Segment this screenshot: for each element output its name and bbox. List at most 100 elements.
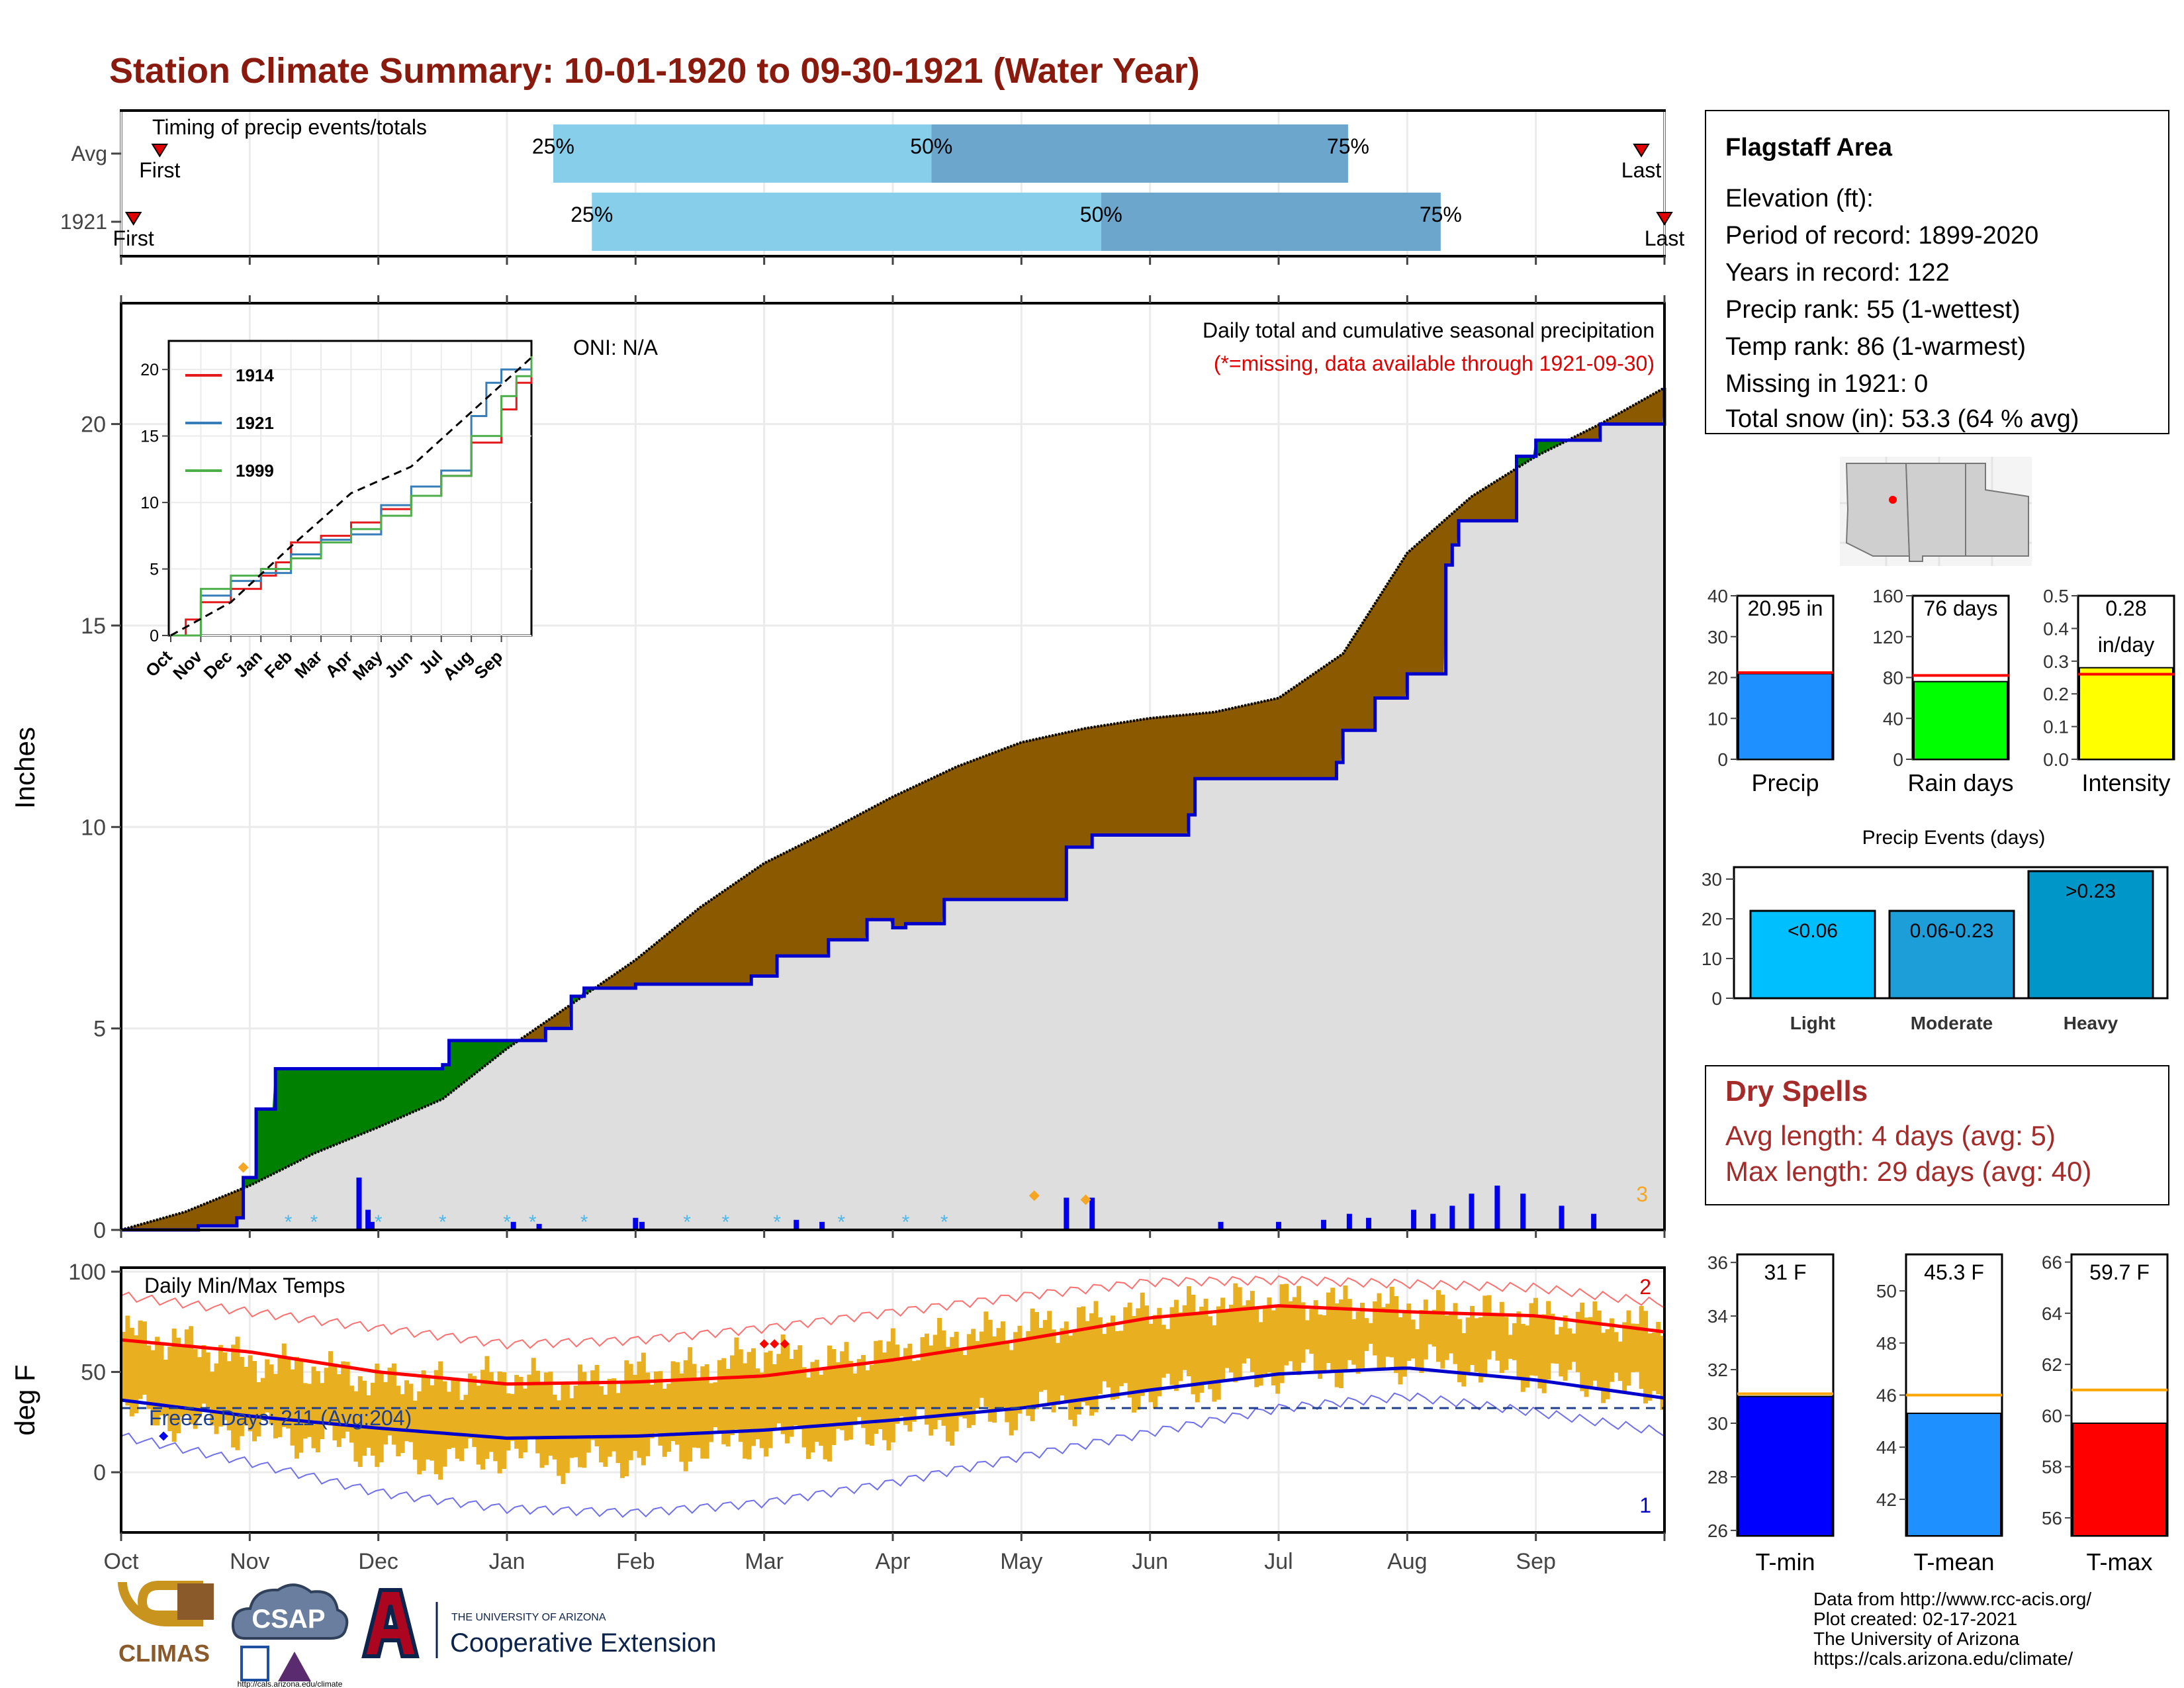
temp-panel: 0 50 100 deg F Daily Min/Max Temps Freeze … [9,1260,1666,1574]
timing-panel: 25% 50% 75% First Last Avg 25% 50% 75% First Last 1… [60,109,1684,265]
daily-temp-range-bar [197,1357,202,1417]
daily-temp-range-bar [1373,1301,1378,1356]
daily-temp-range-bar [1491,1314,1496,1351]
daily-temp-range-bar [1639,1305,1644,1389]
daily-temp-range-bar [1118,1331,1124,1387]
daily-temp-range-bar [332,1364,338,1440]
daily-temp-range-bar [1601,1333,1606,1403]
daily-temp-range-bar [379,1372,384,1462]
summary-y-tick-label: 0.4 [2043,618,2069,639]
daily-temp-range-bar [962,1354,968,1419]
summary-y-tick-label: 20 [1707,668,1728,688]
daily-temp-range-bar [637,1361,642,1458]
daily-temp-range-bar [975,1340,980,1409]
daily-temp-range-bar [349,1385,354,1443]
daily-temp-range-bar [1047,1311,1052,1404]
daily-temp-range-bar [679,1373,684,1462]
daily-temp-range-bar [1064,1321,1069,1403]
daily-temp-range-bar [1533,1297,1538,1376]
timing-first-label: First [139,158,180,182]
temp-summary-y-tick-label: 26 [1707,1521,1728,1541]
daily-temp-range-bar [1537,1315,1543,1389]
timing-last-label: Last [1621,158,1662,182]
daily-temp-range-bar [129,1327,134,1417]
daily-temp-range-bar [666,1383,672,1452]
daily-temp-range-bar [785,1343,790,1444]
daily-temp-range-bar [1567,1328,1572,1370]
daily-temp-range-bar [861,1354,866,1429]
temp-y-tick-label: 50 [81,1360,106,1385]
daily-temp-range-bar [827,1345,832,1462]
daily-temp-range-bar [844,1342,849,1441]
record-precip-marker [1028,1190,1040,1201]
daily-temp-range-bar [840,1351,845,1430]
daily-temp-range-bar [941,1330,946,1426]
credits: Data from http://www.rcc-acis.org/ Plot … [1813,1589,2091,1669]
daily-temp-range-bar [1609,1318,1614,1382]
dry-spells-title: Dry Spells [1725,1075,1868,1107]
daily-temp-range-bar [265,1359,270,1413]
station-line-missing: Missing in 1921: 0 [1725,370,1928,398]
month-tick-label: Dec [358,1549,398,1574]
daily-temp-range-bar [619,1383,625,1478]
daily-temp-range-bar [831,1348,837,1445]
precip-y-tick-label: 15 [81,614,106,639]
daily-temp-range-bar [543,1372,549,1466]
daily-temp-range-bar [1106,1322,1111,1387]
snow-marker: * [503,1211,511,1233]
daily-temp-range-bar [493,1383,498,1462]
daily-temp-range-bar [146,1345,152,1409]
daily-precip-bar [356,1177,362,1230]
timing-first-label: First [113,226,154,250]
daily-temp-range-bar [1144,1305,1150,1392]
daily-temp-range-bar [1072,1331,1077,1427]
temp-summary-label: T-mean [1913,1548,1994,1575]
daily-temp-range-bar [1182,1305,1187,1370]
precip-events-chart: Precip Events (days) 0 10 20 30 <0.06 Light 0.… [1702,821,2169,1033]
snow-marker: * [529,1211,537,1233]
daily-temp-range-bar [755,1368,760,1440]
daily-temp-range-bar [1005,1340,1010,1423]
oni-label: ONI: N/A [573,336,659,359]
daily-temp-range-bar [1457,1319,1462,1383]
summary-chart-label: Precip [1751,769,1819,796]
daily-temp-range-bar [459,1399,465,1462]
daily-temp-range-bar [1051,1329,1056,1413]
daily-temp-range-bar [1428,1312,1433,1344]
daily-temp-range-bar [713,1382,718,1428]
daily-temp-range-bar [1406,1303,1412,1361]
daily-temp-range-bar [954,1331,959,1432]
daily-temp-range-bar [1123,1307,1128,1383]
daily-temp-range-bar [260,1378,265,1420]
daily-temp-range-bar [159,1344,164,1416]
daily-temp-range-bar [751,1348,756,1446]
temp-summary-value-bar [1738,1395,1833,1537]
event-bar-light [1749,910,1876,1000]
daily-temp-range-bar [1263,1307,1268,1374]
daily-temp-range-bar [1482,1295,1488,1378]
station-line-years: Years in record: 122 [1725,259,1950,287]
daily-temp-range-bar [527,1374,532,1438]
timing-q50-label: 50% [1080,203,1122,226]
daily-temp-range-bar [336,1374,341,1447]
month-tick-label: Aug [1387,1549,1428,1574]
daily-temp-range-bar [633,1374,638,1451]
daily-temp-range-bar [573,1385,578,1458]
daily-temp-range-bar [945,1346,950,1442]
inset-legend-label: 1914 [236,365,274,385]
daily-precip-bar [1346,1213,1352,1230]
daily-temp-range-bar [1097,1317,1103,1394]
summary-y-tick-label: 40 [1707,586,1728,606]
csap-mountain-icon [278,1652,311,1681]
daily-temp-range-bar [1423,1299,1428,1360]
station-line-temp-rank: Temp rank: 86 (1-warmest) [1725,333,2026,361]
daily-temp-range-bar [1212,1325,1217,1402]
figure-title: Station Climate Summary: 10-01-1920 to 0… [109,51,1200,91]
precip-1921-cumulative-line [121,387,1666,1232]
daily-precip-bar [794,1219,799,1230]
daily-temp-range-bar [1563,1315,1568,1381]
daily-temp-range-bar [180,1345,185,1417]
daily-temp-range-bar [823,1367,828,1460]
month-tick-label: May [1000,1549,1042,1574]
daily-temp-range-bar [476,1385,481,1465]
